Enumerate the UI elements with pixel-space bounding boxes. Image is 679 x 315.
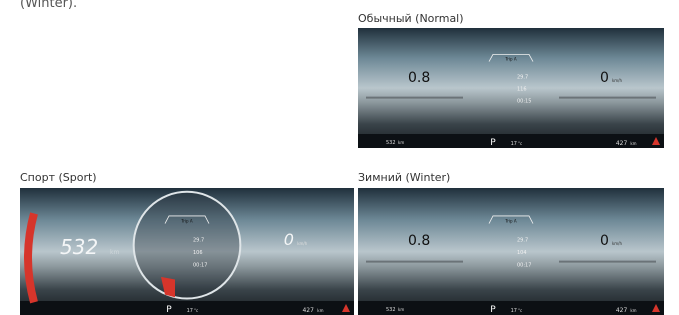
range: 532 [386,140,396,146]
range-right: 427 [616,140,628,147]
intro-text: (Winter). [20,0,77,11]
range-right: 427 [302,307,314,314]
trip-label: Trip A [180,218,192,223]
trip-row: 29.7 [193,237,204,243]
trip-row: 29.7 [517,237,528,243]
temp: 17 [187,308,193,314]
gear: P [490,305,496,315]
background [358,28,664,148]
temp: 17 [511,308,517,314]
speed-unit: km/h [612,78,623,83]
range-right-unit: km [630,308,636,313]
speed-unit: km/h [297,241,308,246]
range-right-unit: km [317,308,323,313]
caption: Обычный (Normal) [358,12,464,25]
trip-row: 00:15 [517,98,531,104]
trip-row: 29.7 [517,74,528,80]
trip-row: 116 [517,86,527,92]
caption: Зимний (Winter) [358,171,450,184]
caption: Спорт (Sport) [20,171,97,184]
temp-unit: °c [518,141,522,146]
trip-row: 106 [193,250,203,256]
speed: 0 [600,233,609,249]
temp-unit: °c [194,308,198,313]
main-unit: km [110,249,119,256]
trip-label: Trip A [504,56,516,61]
main-value: 0.8 [408,233,430,249]
trip-row: 00:17 [193,263,207,269]
speed-unit: km/h [612,241,623,246]
gear: P [166,305,172,315]
trip-row: 00:17 [517,263,531,269]
range-right: 427 [616,307,628,314]
gear: P [490,138,496,148]
range-unit: km [398,140,404,145]
temp-unit: °c [518,308,522,313]
range-right-unit: km [630,141,636,146]
range-unit: km [398,307,404,312]
speed: 0 [284,230,294,249]
speed: 0 [600,70,609,86]
main-value: 532 [60,235,98,259]
gauge [134,192,241,299]
trip-label: Trip A [504,218,516,223]
page: (Winter). Обычный (Normal)0.8532kmTrip A… [0,0,679,315]
main-value: 0.8 [408,70,430,86]
trip-row: 104 [517,250,527,256]
temp: 17 [511,141,517,147]
background [358,188,664,315]
range: 532 [386,307,396,313]
